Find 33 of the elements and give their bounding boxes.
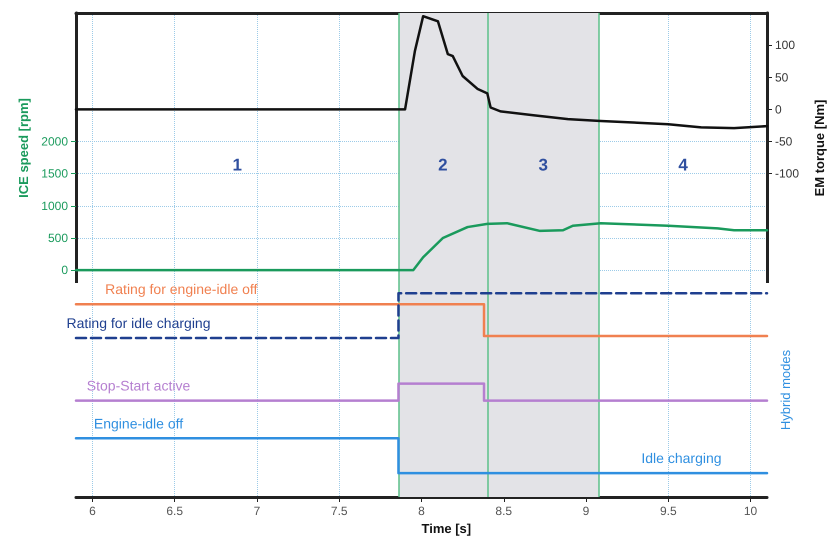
y2-tick-label: -100: [775, 166, 800, 181]
y-axis-title: ICE speed [rpm]: [16, 98, 31, 198]
y-tick-label: 1500: [41, 166, 68, 181]
series-label: Engine-idle off: [94, 415, 184, 432]
y2-axis-title: Hybrid modes: [778, 349, 793, 430]
series-label: Rating for engine-idle off: [105, 281, 258, 298]
y-tick-label: 1000: [41, 198, 68, 213]
annotation: 2: [438, 156, 448, 174]
x-tick-label: 6.5: [166, 504, 184, 518]
x-tick-label: 9: [582, 504, 590, 518]
y-tick-label: 2000: [41, 134, 68, 149]
y2-tick-label: 0: [775, 102, 782, 116]
annotation: 1: [232, 156, 242, 174]
y2-tick-label: -50: [775, 134, 793, 149]
series-label: Stop-Start active: [86, 378, 190, 394]
y-tick-label: 0: [61, 263, 68, 278]
y2-tick-label: 50: [775, 70, 789, 84]
annotation: Idle charging: [641, 450, 722, 466]
x-tick-label: 7.5: [330, 504, 348, 518]
x-tick-label: 7: [254, 504, 261, 518]
line-series: [74, 14, 768, 130]
x-tick-label: 8.5: [495, 504, 512, 518]
y-tick-label: 500: [48, 231, 68, 245]
x-axis-title: Time [s]: [422, 520, 472, 536]
x-tick-label: 10: [744, 504, 758, 518]
series-label: Rating for idle charging: [66, 315, 211, 332]
annotation: 4: [678, 156, 688, 174]
x-tick-label: 8: [418, 504, 426, 518]
y2-tick-label: 100: [775, 38, 796, 52]
annotation: 3: [538, 156, 548, 174]
x-tick-label: 9.5: [660, 504, 677, 518]
y2-axis-title: EM torque [Nm]: [812, 100, 827, 196]
x-tick-label: 6: [89, 504, 96, 518]
